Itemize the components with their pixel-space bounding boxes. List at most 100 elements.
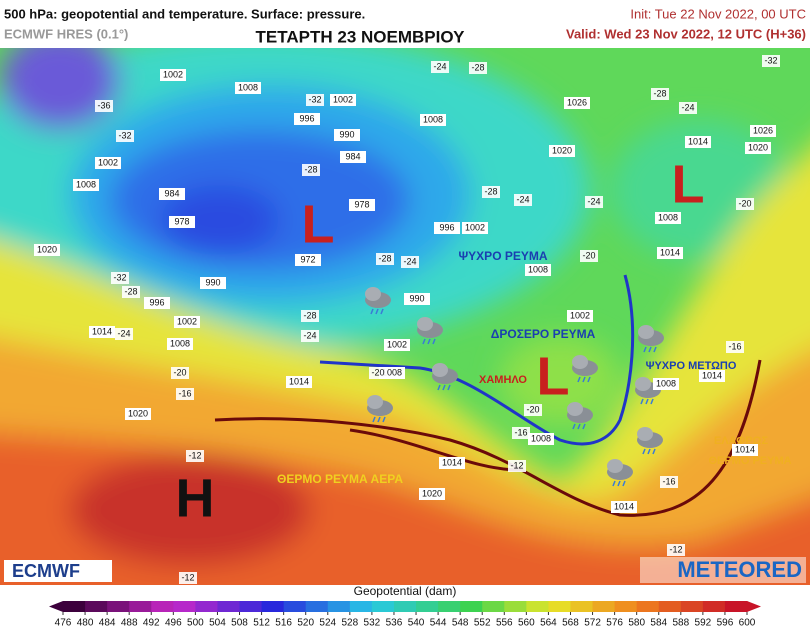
temperature-label-box: [726, 341, 744, 353]
temperature-label-box: [116, 130, 134, 142]
temperature-label-box: [660, 476, 678, 488]
temperature-label: -20: [526, 404, 539, 414]
isobar-label: 1008: [658, 212, 678, 222]
colorbar-tick-label: 476: [55, 618, 72, 629]
colorbar-end: [49, 601, 63, 612]
colorbar-tick-label: 580: [628, 618, 645, 629]
init-time: Init: Tue 22 Nov 2022, 00 UTC: [630, 6, 806, 21]
isobar-label-box: [160, 69, 186, 81]
isobar-label: 1008: [531, 433, 551, 443]
colorbar-bin: [460, 601, 483, 612]
temperature-label: -24: [303, 330, 316, 340]
isobar-label-box: [699, 370, 725, 382]
isobar-label: 1014: [614, 501, 634, 511]
cloud-part: [607, 459, 623, 473]
colorbar-title: Geopotential (dam): [354, 584, 457, 598]
colorbar-bin: [614, 601, 638, 612]
isobar-label-box: [611, 501, 637, 513]
colorbar-tick-label: 596: [717, 618, 734, 629]
colorbar-tick-label: 492: [143, 618, 160, 629]
colorbar-tick-label: 532: [364, 618, 381, 629]
rain-drop: [442, 384, 446, 391]
colorbar-bin: [239, 601, 263, 612]
isobar-label: 978: [354, 199, 369, 209]
temperature-label: -24: [587, 196, 600, 206]
cloud-part: [635, 377, 651, 391]
isobar-label-box: [745, 142, 771, 154]
isobar-label: 1002: [177, 316, 197, 326]
colorbar-bin: [504, 601, 527, 612]
colorbar-bin: [305, 601, 329, 612]
temperature-label: -20: [738, 198, 751, 208]
temperature-label-box: [736, 198, 754, 210]
isobar-label-box: [286, 376, 312, 388]
isobar-label: 1002: [465, 222, 485, 232]
colorbar-bin: [327, 601, 351, 612]
isobar-label-box: [567, 310, 593, 322]
isobar-label-box: [125, 408, 151, 420]
colorbar-bin: [85, 601, 108, 612]
isobar-label-box: [34, 244, 60, 256]
isobar-label-box: [235, 82, 261, 94]
temperature-label: -20: [582, 250, 595, 260]
isobar-label-box: [420, 114, 446, 126]
colorbar-tick-label: 528: [341, 618, 358, 629]
temperature-label: -16: [514, 427, 527, 437]
temperature-label-box: [171, 367, 189, 379]
temperature-label: -24: [681, 102, 694, 112]
isobar-label-box: [169, 216, 195, 228]
cloud-part: [365, 287, 381, 301]
temperature-label: -16: [662, 476, 675, 486]
isobar-label-box: [294, 113, 320, 125]
temperature-label-box: [301, 310, 319, 322]
colorbar-bin: [63, 601, 86, 612]
temperature-label: -16: [178, 388, 191, 398]
colorbar-bin: [680, 601, 704, 612]
isobar-label: 1002: [163, 69, 183, 79]
colorbar-bin: [724, 601, 748, 612]
colorbar-tick-label: 576: [606, 618, 623, 629]
isobar-label: 1014: [735, 444, 755, 454]
colorbar-tick-label: 588: [672, 618, 689, 629]
temperature-label-box: [95, 100, 113, 112]
temperature-label-box: [186, 450, 204, 462]
colorbar-tick-label: 524: [319, 618, 336, 629]
colorbar-tick-label: 512: [253, 618, 270, 629]
cloud-part: [417, 317, 433, 331]
temperature-label-box: [122, 286, 140, 298]
isobar-label: 1002: [333, 94, 353, 104]
temperature-label: -16: [728, 341, 741, 351]
annotation: ΘΕΡΜΟ ΡΕΥΜΑ: [708, 455, 791, 467]
rain-drop: [380, 308, 384, 315]
temperature-label: -20: [371, 367, 384, 377]
cloud-part: [637, 427, 653, 441]
isobar-label-box: [462, 222, 488, 234]
temperature-label-box: [585, 196, 603, 208]
rain-drop: [652, 448, 656, 455]
isobar-label: 1020: [552, 145, 572, 155]
colorbar-bin: [636, 601, 660, 612]
isobar-label-box: [653, 378, 679, 390]
rain-drop: [577, 423, 581, 430]
temperature-label-box: [376, 253, 394, 265]
isobar-label: 1002: [387, 339, 407, 349]
isobar-label: 1014: [92, 326, 112, 336]
map: L L L H 1002 1008 1002 996 990 984 984 978 978 972 990…: [0, 48, 810, 585]
cloud-part: [638, 325, 654, 339]
temperature-label: -24: [516, 194, 529, 204]
rain-drop: [645, 398, 649, 405]
rain-drop: [622, 480, 626, 487]
colorbar-end: [747, 601, 761, 612]
colorbar-tick-label: 488: [121, 618, 138, 629]
temperature-label-box: [176, 388, 194, 400]
colorbar-bin: [393, 601, 417, 612]
isobar-label-box: [419, 488, 445, 500]
temperature-label-box: [469, 62, 487, 74]
colorbar-tick-label: 496: [165, 618, 182, 629]
logo-box: [4, 560, 112, 582]
isobar-label-box: [685, 136, 711, 148]
isobar-label-box: [174, 316, 200, 328]
annotation: ΨΥΧΡΟ ΜΕΤΩΠΟ: [646, 360, 737, 372]
cloud-part: [572, 355, 588, 369]
isobar-label: 1002: [570, 310, 590, 320]
